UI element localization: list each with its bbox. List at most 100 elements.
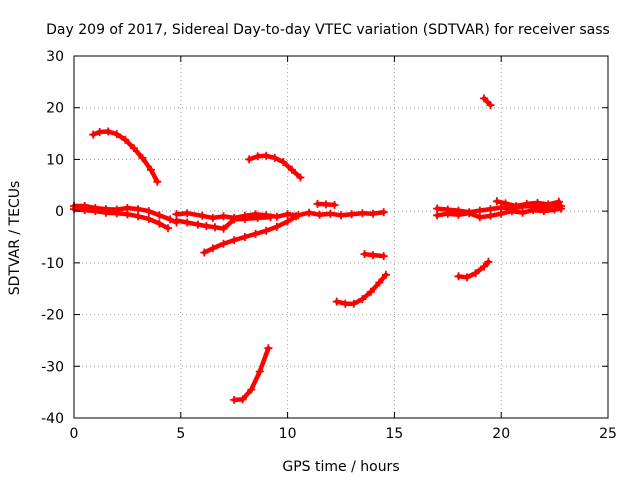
- data-point: [91, 207, 100, 216]
- data-point: [247, 385, 256, 394]
- data-point: [454, 272, 463, 281]
- data-point: [238, 395, 247, 404]
- data-point: [465, 209, 474, 218]
- data-point: [315, 210, 324, 219]
- data-point: [134, 212, 143, 221]
- x-tick-label: 10: [279, 426, 297, 442]
- data-point: [219, 239, 228, 248]
- plot-frame: [73, 55, 609, 419]
- data-point: [253, 213, 262, 222]
- series-band-7: [433, 204, 565, 222]
- data-point: [557, 204, 565, 213]
- data-point: [287, 165, 296, 174]
- data-point: [347, 210, 356, 219]
- data-point: [322, 200, 330, 209]
- data-point: [172, 216, 181, 225]
- data-point: [121, 135, 130, 144]
- data-point: [262, 151, 271, 160]
- data-point: [341, 299, 350, 308]
- series-rise-2: [332, 270, 390, 308]
- data-point: [337, 211, 345, 220]
- data-point: [211, 223, 219, 232]
- data-point: [522, 199, 531, 208]
- data-point: [550, 205, 559, 214]
- data-point: [153, 177, 162, 186]
- data-point: [358, 209, 367, 218]
- data-point: [492, 197, 501, 206]
- data-point: [497, 209, 506, 218]
- data-point: [253, 152, 262, 161]
- y-tick-label: 0: [55, 204, 64, 220]
- data-point: [518, 208, 527, 217]
- series-track: [174, 215, 273, 231]
- data-point: [200, 248, 209, 257]
- data-point: [230, 215, 239, 224]
- y-axis-label: SDTVAR / TECUs: [7, 181, 23, 296]
- data-point: [554, 197, 563, 206]
- y-tick-label: -10: [41, 256, 64, 272]
- data-point: [193, 220, 202, 229]
- data-point: [251, 229, 260, 238]
- series-arc-1: [89, 127, 162, 186]
- series-rise-3: [454, 257, 493, 282]
- data-point: [155, 219, 164, 228]
- data-point: [240, 214, 249, 223]
- data-point: [138, 153, 147, 162]
- series-track: [481, 96, 493, 108]
- y-tick-label: -40: [41, 411, 64, 427]
- data-point: [123, 210, 132, 219]
- data-point: [381, 270, 390, 279]
- data-point: [360, 250, 369, 259]
- data-point: [443, 209, 452, 218]
- data-point: [270, 153, 279, 162]
- data-point: [129, 144, 138, 153]
- data-point: [155, 211, 164, 220]
- data-point: [471, 269, 480, 278]
- data-point: [208, 244, 217, 253]
- x-tick-label: 5: [176, 426, 185, 442]
- data-point: [208, 213, 217, 222]
- data-point: [480, 94, 489, 103]
- data-point: [484, 257, 493, 266]
- data-point: [529, 206, 538, 215]
- data-point: [279, 158, 288, 166]
- data-point: [272, 222, 281, 231]
- data-point: [166, 215, 175, 224]
- data-point: [358, 295, 367, 304]
- data-point: [240, 233, 249, 241]
- data-point: [379, 208, 388, 217]
- series-track: [71, 206, 171, 231]
- data-point: [266, 213, 275, 222]
- data-point: [230, 236, 239, 245]
- data-point: [134, 205, 143, 214]
- data-point: [112, 130, 121, 139]
- data-point: [202, 222, 211, 231]
- data-point: [183, 218, 192, 227]
- data-point: [480, 262, 489, 271]
- data-point: [112, 209, 121, 218]
- data-point: [245, 155, 254, 164]
- data-point: [104, 127, 113, 136]
- data-point: [183, 209, 192, 218]
- data-point: [512, 202, 521, 210]
- data-point: [463, 273, 471, 282]
- data-point: [296, 173, 305, 182]
- series-band-3: [172, 208, 388, 222]
- data-point: [144, 214, 153, 223]
- data-point: [507, 207, 516, 216]
- data-point: [95, 128, 104, 136]
- data-point: [262, 226, 271, 235]
- data-point: [486, 205, 495, 214]
- series-arc-2: [245, 151, 305, 182]
- data-point: [283, 217, 292, 226]
- data-point: [146, 165, 155, 174]
- x-tick-label: 15: [385, 426, 403, 442]
- series-rise-1: [200, 212, 301, 257]
- data-point: [475, 213, 484, 222]
- x-axis-label: GPS time / hours: [282, 459, 399, 475]
- grid: [74, 56, 608, 418]
- data-point: [326, 209, 335, 218]
- data-point: [89, 130, 98, 139]
- x-tick-label: 20: [492, 426, 510, 442]
